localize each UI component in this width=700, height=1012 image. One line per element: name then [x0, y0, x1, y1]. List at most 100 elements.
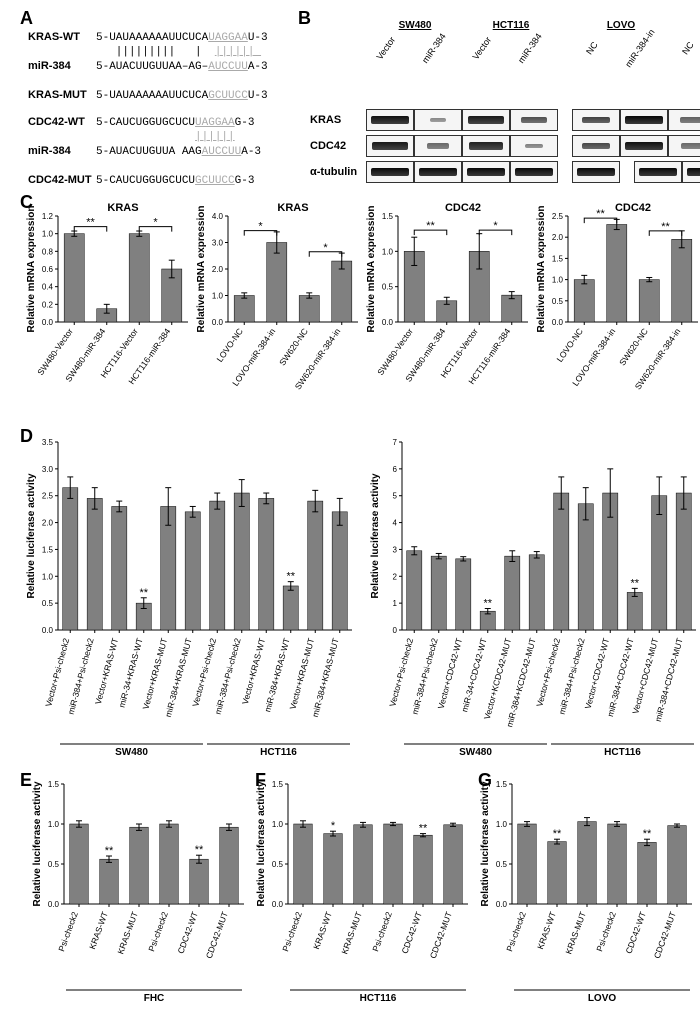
sequence-row: KRAS-MUT5-UAUAAAAAAUUCUCAGCUUCCU-3 — [28, 88, 268, 103]
ytick-label: 0.0 — [48, 900, 60, 909]
wb-band-lane — [462, 161, 510, 183]
x-tick-label: CDC42-WT — [399, 910, 423, 955]
wb-band-lane — [414, 161, 462, 183]
ytick-label: 2.5 — [552, 212, 564, 221]
wb-lane-header: miR-384-in — [622, 26, 682, 88]
sequence-block: KRAS-WT5-UAUAAAAAAUUCUCAUAGGAAU-3 ||||||… — [28, 30, 268, 103]
wb-row-label: α-tubulin — [310, 166, 366, 178]
bar — [259, 498, 274, 630]
y-axis-label: Relative luciferase activity — [32, 781, 43, 907]
sequence-pre: 5-AUACUUGUUAA–AG– — [96, 61, 208, 73]
wb-band — [681, 143, 700, 148]
sequence-label: miR-384 — [28, 59, 96, 73]
sequence-block: CDC42-WT5-CAUCUGGUGCUCUUAGGAAG-3 ||||||m… — [28, 115, 261, 188]
wb-row-label: KRAS — [310, 114, 366, 126]
wb-lane-header: Vector — [368, 26, 428, 88]
x-tick-label: CDC42-MUT — [652, 910, 678, 960]
ytick-label: 0.5 — [552, 297, 564, 306]
x-tick-label: miR-384+CDC42-MUT — [653, 637, 685, 723]
sequence-pre: 5-CAUCUGGUGCUCU — [96, 117, 195, 129]
sequence-post: A-3 — [241, 146, 261, 158]
significance-marker: ** — [286, 571, 295, 583]
x-tick-label: miR-34+KRAS-WT — [117, 637, 145, 709]
significance-marker: ** — [630, 577, 639, 589]
chart-wrapper: 0.00.51.01.5Relative luciferase activity… — [254, 776, 472, 1002]
cell-line-label: LOVO — [588, 993, 617, 1002]
bar — [190, 859, 209, 904]
bar — [431, 556, 446, 630]
sequence-label: miR-384 — [28, 144, 96, 158]
chart-wrapper: 0.00.51.01.5Relative luciferase activity… — [478, 776, 696, 1002]
ytick-label: 0.5 — [48, 860, 60, 869]
significance-marker: ** — [483, 598, 492, 610]
wb-band — [430, 118, 446, 122]
bar — [672, 239, 692, 322]
ytick-label: 0.5 — [382, 283, 394, 292]
ytick-label: 2.0 — [212, 265, 224, 274]
x-tick-label: miR-384+Psi-check2 — [410, 637, 440, 716]
x-tick-label: Psi-check2 — [504, 910, 528, 953]
x-tick-label: Vector+KRAS-MUT — [288, 637, 317, 711]
wb-band — [469, 142, 503, 150]
ytick-label: 0.0 — [552, 318, 564, 327]
bar — [529, 555, 544, 630]
ytick-label: 3 — [393, 545, 398, 554]
significance-bracket: ** — [86, 217, 95, 229]
bar — [676, 493, 691, 630]
x-tick-label: SW620-NC — [617, 326, 650, 367]
wb-band — [419, 168, 458, 177]
chart-title: CDC42 — [615, 202, 651, 214]
sequence-seed: AUCCUU — [202, 146, 242, 158]
bar — [294, 824, 313, 904]
wb-band — [625, 142, 662, 150]
bar — [234, 493, 249, 630]
bar-chart: 0.00.51.01.5Relative luciferase activity… — [30, 776, 248, 1002]
bar — [100, 859, 119, 904]
bar — [267, 243, 287, 323]
wb-band-lane — [572, 109, 620, 131]
bar — [578, 822, 597, 904]
wb-band — [371, 168, 410, 177]
x-tick-label: CDC42-MUT — [204, 910, 230, 960]
wb-band — [625, 116, 664, 125]
bar — [70, 824, 89, 904]
chart-wrapper: 0.01.02.03.04.0Relative mRNA expressionK… — [194, 200, 362, 410]
ytick-label: 2.5 — [42, 492, 54, 501]
wb-lane-header: NC — [574, 26, 634, 88]
wb-band — [639, 168, 678, 177]
sequence-seed: |||||| — [215, 46, 261, 58]
ytick-label: 0.8 — [42, 247, 54, 256]
sequence-seed: |||||| — [195, 131, 235, 143]
wb-band-lane — [572, 135, 620, 157]
x-tick-label: Vector+Psi-check2 — [387, 637, 415, 708]
x-tick-label: KRAS-MUT — [115, 910, 140, 955]
significance-marker: ** — [195, 844, 204, 856]
bar — [130, 827, 149, 904]
ytick-label: 1.2 — [42, 212, 54, 221]
wb-band-lane — [414, 109, 462, 131]
bar — [505, 556, 520, 630]
wb-lane-header: miR-384 — [512, 26, 572, 88]
ytick-label: 1.0 — [552, 276, 564, 285]
x-tick-label: CDC42-WT — [175, 910, 199, 955]
ytick-label: 0.0 — [212, 318, 224, 327]
wb-lane-header: NC — [670, 26, 700, 88]
bar — [407, 551, 422, 630]
sequence-seed: UAGGAA — [195, 117, 235, 129]
significance-bracket: * — [493, 220, 498, 232]
significance-marker: ** — [553, 828, 562, 840]
wb-band-lane — [366, 161, 414, 183]
ytick-label: 1 — [393, 599, 398, 608]
bar — [554, 493, 569, 630]
ytick-label: 1.5 — [552, 254, 564, 263]
ytick-label: 4.0 — [212, 212, 224, 221]
wb-row: KRAS — [310, 109, 700, 131]
sequence-post: A-3 — [248, 61, 268, 73]
sequence-row — [28, 159, 261, 173]
bar — [324, 834, 343, 904]
x-tick-label: SW620-NC — [277, 326, 310, 367]
cell-line-label: HCT116 — [260, 747, 297, 756]
sequence-pre: 5-UAUAAAAAAUUCUCA — [96, 32, 208, 44]
bar — [220, 827, 239, 904]
bar — [384, 824, 403, 904]
